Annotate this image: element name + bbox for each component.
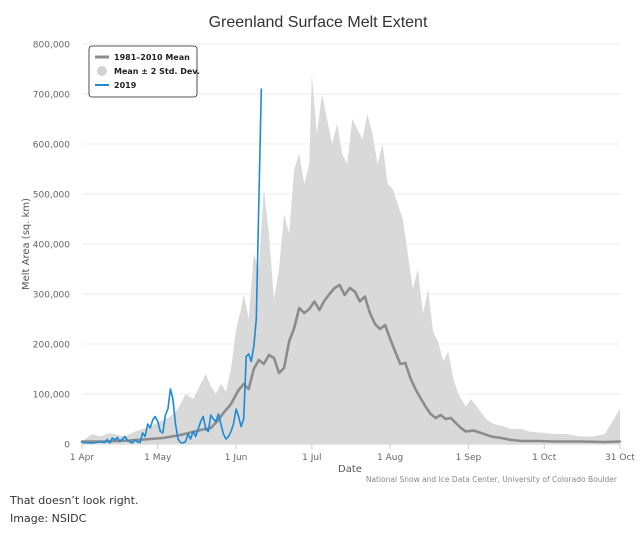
legend-std-dev-swatch [97,66,107,76]
y-tick-label: 400,000 [33,241,70,251]
legend-2019-label: 2019 [114,81,137,90]
legend-item-mean[interactable]: 1981–2010 Mean [95,53,190,62]
y-tick-label: 100,000 [33,391,70,401]
legend-std-dev-label: Mean ± 2 Std. Dev. [114,67,200,76]
year-line-layer [81,88,263,444]
y-tick-label: 800,000 [33,41,70,51]
x-axis-label: Date [338,464,362,475]
x-axis-ticks: 1 Apr 1 May 1 Jun 1 Jul 1 Aug 1 Sep 1 Oct 31 Oc… [70,444,635,463]
x-tick-label: 1 Apr [70,453,94,463]
x-tick-label: 1 Jul [302,453,321,463]
mean-line-layer [80,283,622,444]
chart-title: Greenland Surface Melt Extent [209,14,428,31]
legend-box [88,45,198,98]
y-axis-label: Melt Area (sq. km) [21,198,32,290]
y-tick-label: 500,000 [33,191,70,201]
legend-item-std-dev[interactable]: Mean ± 2 Std. Dev. [97,66,200,76]
x-tick-label: 1 Jun [225,453,248,463]
legend-item-2019[interactable]: 2019 [95,81,137,90]
legend-mean-label: 1981–2010 Mean [114,53,190,62]
x-tick-label: 1 Sep [456,453,482,463]
x-tick-label: 31 Oct [605,453,635,463]
std-dev-band [82,74,620,444]
caption-comment: That doesn’t look right. [10,494,139,507]
y-tick-label: 700,000 [33,91,70,101]
y-tick-label: 300,000 [33,291,70,301]
x-tick-label: 1 May [144,453,172,463]
y-tick-label: 600,000 [33,141,70,151]
caption-credit: Image: NSIDC [10,512,87,525]
source-credit: National Snow and Ice Data Center, Unive… [366,475,618,484]
x-tick-label: 1 Aug [377,453,403,463]
legend: 1981–2010 Mean Mean ± 2 Std. Dev. 2019 [88,45,200,98]
series-2019-line [81,88,263,444]
mean-line [80,283,622,444]
y-tick-label: 0 [64,441,70,451]
x-tick-label: 1 Oct [532,453,557,463]
y-axis-ticks: 0 100,000 200,000 300,000 400,000 500,000 600,… [33,41,70,451]
std-dev-band-layer [82,74,620,444]
y-tick-label: 200,000 [33,341,70,351]
melt-extent-chart: Greenland Surface Melt Extent 0 100,000 20… [21,14,635,484]
